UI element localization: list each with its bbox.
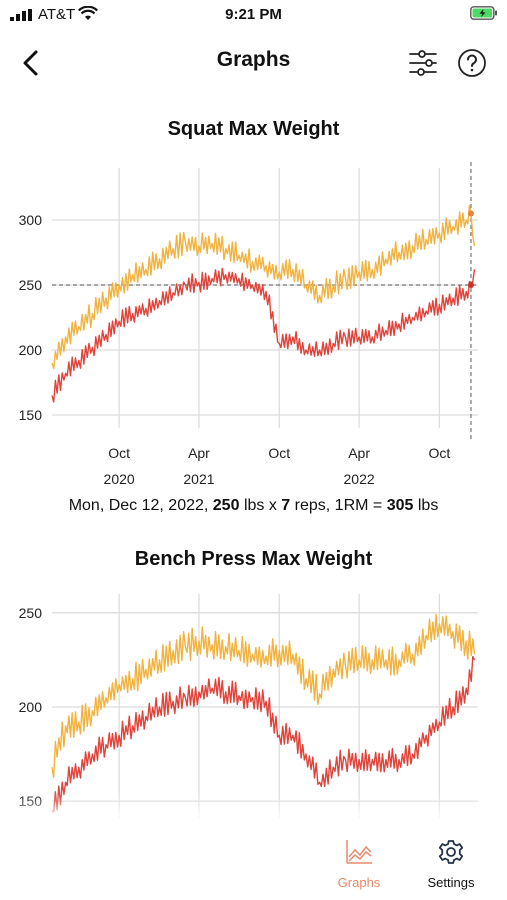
battery-charging-icon bbox=[470, 6, 498, 20]
line-chart-icon bbox=[344, 838, 374, 866]
squat-y-tick-label: 150 bbox=[19, 407, 43, 423]
squat-x-tick-year: 2022 bbox=[344, 471, 375, 487]
caption-lbs-x: lbs x bbox=[244, 497, 277, 514]
squat-x-tick-year: 2020 bbox=[104, 471, 135, 487]
squat-x-tick-year: 2021 bbox=[183, 471, 214, 487]
squat-x-tick-month: Apr bbox=[188, 445, 210, 461]
bench-y-tick-label: 200 bbox=[19, 699, 43, 715]
clock: 9:21 PM bbox=[0, 6, 507, 23]
tab-graphs[interactable]: Graphs bbox=[319, 838, 399, 890]
caption-unit: lbs bbox=[418, 497, 438, 514]
tab-settings-label: Settings bbox=[411, 875, 491, 890]
caption-reps-label: reps, 1RM = bbox=[295, 497, 383, 514]
gear-icon bbox=[436, 838, 466, 866]
tab-settings[interactable]: Settings bbox=[411, 838, 491, 890]
squat-y-tick-label: 200 bbox=[19, 342, 43, 358]
caption-one-rm: 305 bbox=[387, 497, 414, 514]
squat-x-tick-month: Oct bbox=[108, 445, 130, 461]
filter-button[interactable] bbox=[406, 46, 440, 80]
caption-reps: 7 bbox=[281, 497, 290, 514]
question-circle-icon bbox=[456, 47, 488, 79]
sliders-icon bbox=[406, 46, 440, 80]
tab-graphs-label: Graphs bbox=[319, 875, 399, 890]
squat-x-tick-month: Oct bbox=[429, 445, 451, 461]
bench-y-tick-label: 250 bbox=[19, 605, 43, 621]
squat-y-tick-label: 250 bbox=[19, 277, 43, 293]
tab-bar: Graphs Settings bbox=[0, 818, 507, 900]
status-bar: AT&T 9:21 PM bbox=[0, 0, 507, 28]
bench-chart-title: Bench Press Max Weight bbox=[0, 548, 507, 571]
squat-x-tick-month: Apr bbox=[348, 445, 370, 461]
help-button[interactable] bbox=[456, 47, 488, 79]
nav-bar: Graphs bbox=[0, 40, 507, 86]
selected-point-caption: Mon, Dec 12, 2022, 250 lbs x 7 reps, 1RM… bbox=[0, 497, 507, 515]
caption-weight: 250 bbox=[213, 497, 240, 514]
bench-press-chart[interactable]: 150 200 250 bbox=[0, 590, 507, 820]
squat-chart-title: Squat Max Weight bbox=[0, 118, 507, 141]
caption-date: Mon, Dec 12, 2022, bbox=[69, 497, 209, 514]
squat-chart[interactable]: 150 200 250 300 Oct 2020 Apr 2021 Oct Apr 2022 Oct bbox=[0, 150, 507, 490]
squat-selected-weight-marker bbox=[468, 282, 474, 288]
squat-y-tick-label: 300 bbox=[19, 212, 43, 228]
squat-selected-one-rm-marker bbox=[468, 211, 474, 217]
squat-x-tick-month: Oct bbox=[268, 445, 290, 461]
bench-y-tick-label: 150 bbox=[19, 793, 43, 809]
